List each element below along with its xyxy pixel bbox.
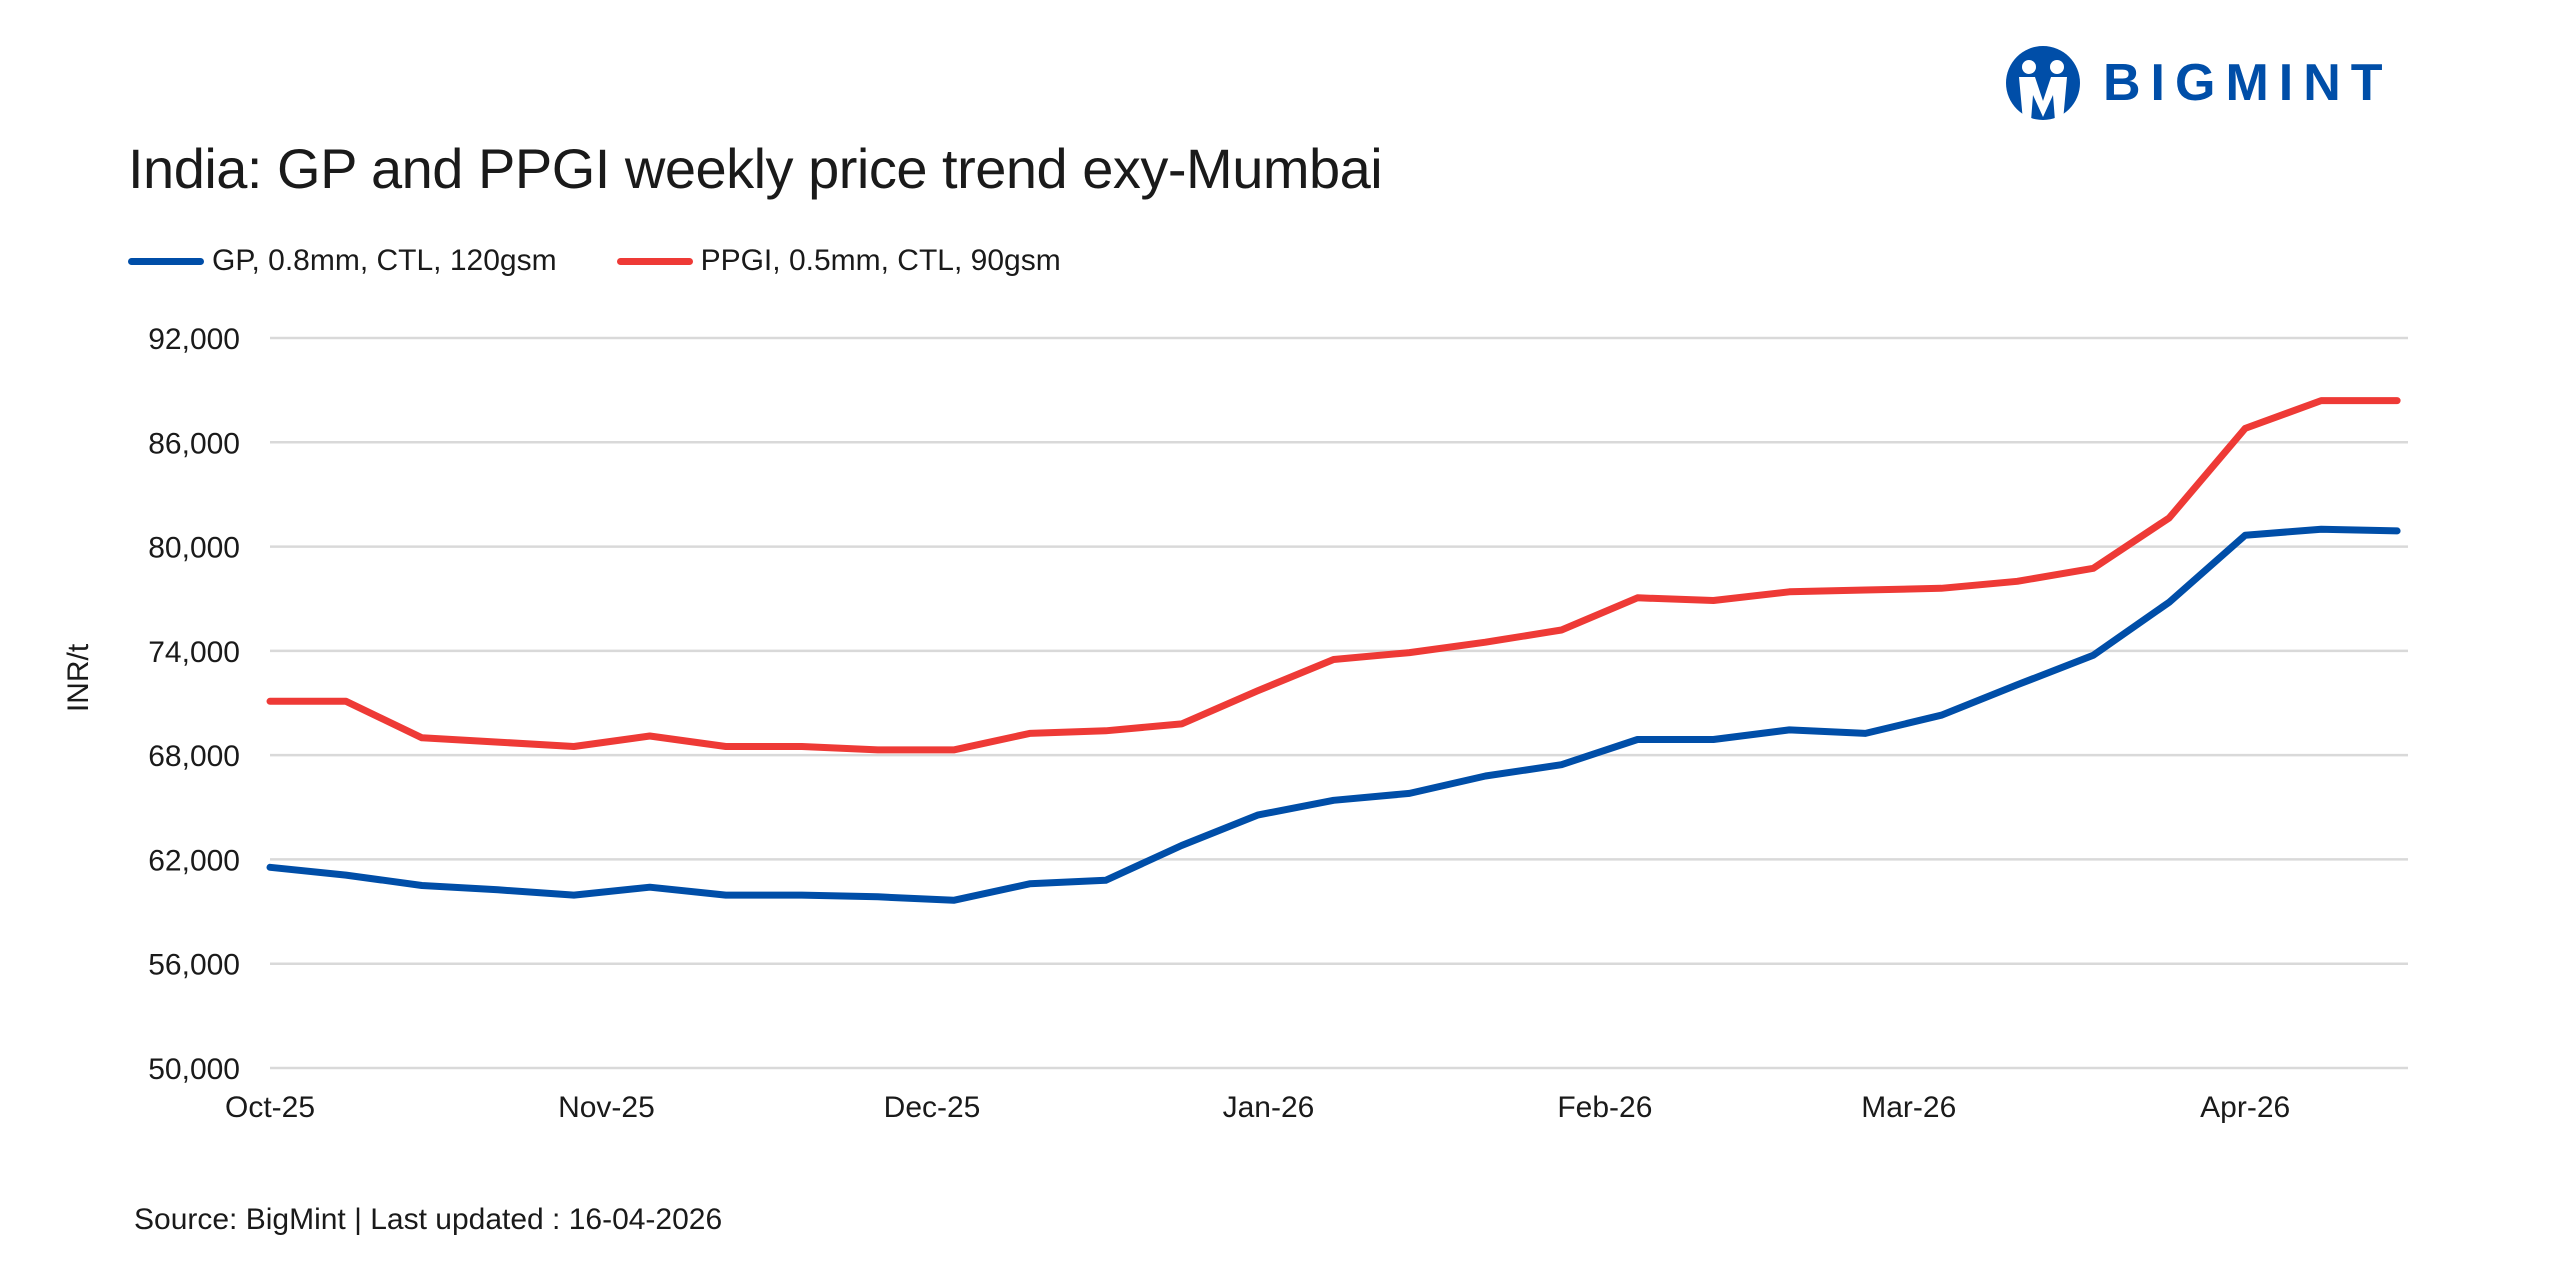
series-line-ppgi	[266, 397, 2401, 754]
x-tick-label: Apr-26	[2200, 1091, 2290, 1124]
legend-swatch-ppgi	[616, 257, 693, 265]
x-tick-label: Dec-25	[884, 1091, 981, 1124]
y-tick-label: 80,000	[148, 532, 240, 565]
bigmint-logo: BIGMINT	[2005, 45, 2393, 121]
bigmint-logo-icon	[2006, 46, 2080, 121]
chart-title: India: GP and PPGI weekly price trend ex…	[128, 137, 1383, 200]
legend-label-gp: GP, 0.8mm, CTL, 120gsm	[212, 244, 557, 277]
y-tick-label: 56,000	[148, 949, 240, 982]
y-axis-label: INR/t	[62, 643, 95, 712]
y-tick-label: 50,000	[148, 1053, 240, 1086]
y-tick-label: 62,000	[148, 844, 240, 877]
source-note: Source: BigMint | Last updated : 16-04-2…	[134, 1203, 723, 1236]
x-tick-label: Jan-26	[1223, 1091, 1315, 1124]
series-line-gp	[266, 525, 2401, 904]
x-tick-label: Mar-26	[1861, 1091, 1956, 1124]
x-tick-label: Feb-26	[1557, 1091, 1652, 1124]
x-tick-label: Nov-25	[558, 1091, 655, 1124]
x-tick-label: Oct-25	[225, 1091, 315, 1124]
y-tick-label: 68,000	[148, 740, 240, 773]
bigmint-logo-text: BIGMINT	[2103, 54, 2393, 112]
legend-item-gp: GP, 0.8mm, CTL, 120gsm	[128, 244, 557, 278]
y-tick-label: 92,000	[148, 323, 240, 356]
legend-label-ppgi: PPGI, 0.5mm, CTL, 90gsm	[700, 244, 1061, 277]
legend-swatch-gp	[128, 257, 204, 265]
legend-item-ppgi: PPGI, 0.5mm, CTL, 90gsm	[616, 244, 1061, 278]
legend: GP, 0.8mm, CTL, 120gsm PPGI, 0.5mm, CTL,…	[128, 244, 1061, 278]
y-tick-label: 74,000	[148, 636, 240, 669]
y-tick-label: 86,000	[148, 427, 240, 460]
